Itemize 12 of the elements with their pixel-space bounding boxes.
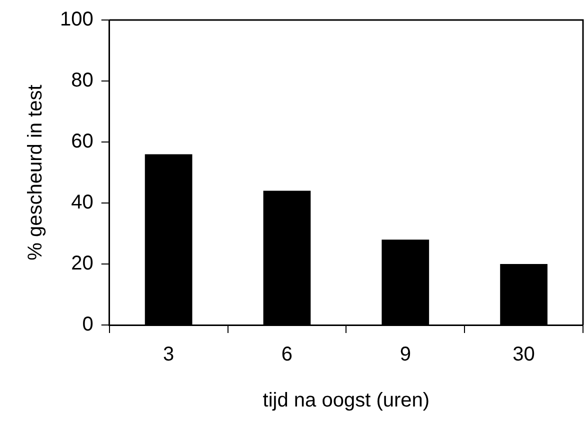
- x-tick-label: 30: [512, 344, 535, 366]
- x-tick-label: 9: [400, 344, 411, 366]
- y-tick-label: 100: [60, 8, 94, 31]
- y-tick-label: 80: [71, 70, 94, 92]
- x-axis-title: tijd na oogst (uren): [262, 390, 430, 412]
- x-tick-label: 6: [281, 344, 293, 366]
- y-tick-label: 0: [82, 314, 94, 336]
- y-axis-title: % gescheurd in test: [24, 84, 47, 260]
- y-tick-label: 60: [71, 130, 94, 153]
- y-tick-label: 20: [71, 252, 94, 275]
- x-tick-label: 3: [163, 344, 174, 366]
- y-tick-label: 40: [71, 192, 94, 214]
